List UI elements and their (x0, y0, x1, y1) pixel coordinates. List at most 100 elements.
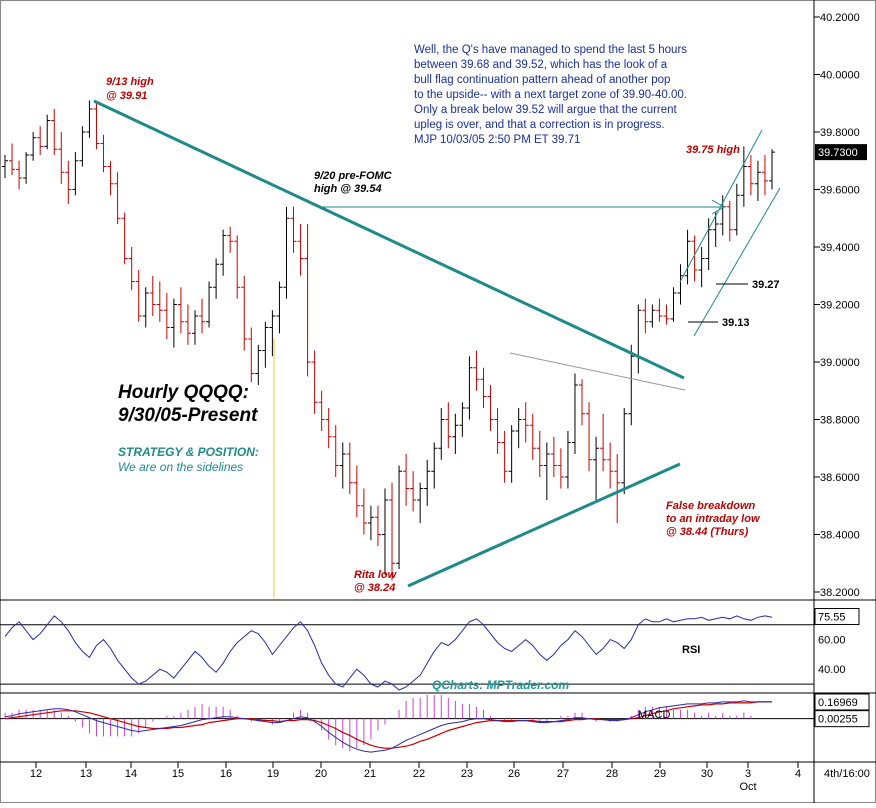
last-price-box (815, 144, 867, 161)
commentary-line: MJP 10/03/05 2:50 PM ET 39.71 (414, 134, 580, 146)
price-bar (459, 402, 466, 437)
price-tick-label: 39.4000 (820, 242, 860, 254)
price-bar (128, 247, 135, 291)
price-tick-label: 40.2000 (820, 12, 860, 24)
price-bar (550, 436, 557, 477)
price-bar (142, 287, 149, 328)
month-label: Oct (739, 781, 756, 793)
price-bar (480, 367, 487, 408)
macd-value-box (814, 693, 870, 711)
resistance-line (509, 352, 686, 391)
price-bar (367, 505, 374, 541)
price-bar (473, 350, 480, 391)
price-bar (381, 488, 388, 575)
price-bar (177, 287, 184, 334)
price-bar (466, 356, 473, 420)
time-tick-label: 13 (80, 768, 92, 780)
price-bar (726, 201, 733, 242)
price-bar (100, 134, 107, 173)
price-bar (135, 270, 142, 322)
price-bar (389, 482, 396, 581)
price-bar (58, 132, 65, 184)
price-bar (445, 402, 452, 449)
price-bar (23, 152, 30, 184)
price-tick-label: 38.8000 (820, 415, 860, 427)
high-3975-label: 39.75 high (686, 144, 740, 156)
price-bar (156, 281, 163, 322)
price-bar (304, 224, 311, 377)
false-breakdown-value: @ 38.44 (Thurs) (666, 526, 749, 538)
price-bars (2, 100, 775, 581)
price-tick-label: 39.6000 (820, 185, 860, 197)
false-breakdown-label: False breakdown (666, 500, 756, 512)
fomc-high-label: 9/20 pre-FOMC (314, 170, 393, 182)
high-913-value: @ 39.91 (106, 90, 147, 102)
strategy-title: STRATEGY & POSITION: (118, 445, 259, 459)
price-bar (438, 408, 445, 460)
time-tick-label: 14 (125, 768, 137, 780)
time-tick-label: 30 (701, 768, 713, 780)
price-bar (691, 235, 698, 282)
price-bar (536, 431, 543, 477)
price-bar (740, 146, 747, 207)
price-bar (339, 442, 346, 489)
price-bar (656, 298, 663, 322)
price-bar (410, 471, 417, 512)
price-bar (170, 298, 177, 348)
price-bar (712, 212, 719, 247)
time-axis: 12 13 14 15 16 19 20 21 22 23 26 27 28 29 30 3 4 4th/16:0… (30, 762, 870, 793)
price-bar (269, 310, 276, 357)
price-bar (754, 160, 761, 201)
price-bar (769, 149, 775, 190)
price-bar (311, 350, 318, 414)
level-3927-label: 39.27 (752, 279, 780, 291)
chart-title: Hourly QQQQ: (118, 382, 249, 403)
price-tick-label: 39.0000 (820, 357, 860, 369)
price-bar (424, 459, 431, 506)
price-bar (353, 465, 360, 518)
price-bar (360, 488, 367, 535)
price-bar (290, 206, 297, 253)
chart-subtitle: 9/30/05-Present (118, 405, 258, 426)
time-tick-label: 28 (606, 768, 618, 780)
price-bar (431, 442, 438, 489)
commentary-line: between 39.68 and 39.52, which has the l… (414, 59, 668, 71)
price-bar (2, 155, 8, 178)
price-bar (501, 431, 508, 483)
price-bar (571, 373, 578, 454)
rsi-tick-label: 40.00 (818, 664, 846, 676)
commentary-line: to the upside-- with a next target zone … (414, 89, 687, 101)
price-bar (508, 425, 515, 483)
price-bar (332, 425, 339, 477)
price-bar (649, 304, 656, 328)
price-tick-label: 38.2000 (820, 587, 860, 599)
rsi-label: RSI (682, 644, 700, 656)
time-tick-label: 29 (654, 768, 666, 780)
price-bar (557, 448, 564, 489)
price-bar (234, 235, 241, 299)
price-bar (241, 275, 248, 351)
price-bar (107, 160, 114, 196)
price-bar (614, 454, 621, 523)
price-bar (184, 304, 191, 345)
rita-low-label: Rita low (354, 569, 398, 581)
price-tick-label: 38.6000 (820, 472, 860, 484)
price-bar (346, 442, 353, 495)
price-bar (227, 226, 234, 253)
price-bar (733, 183, 740, 236)
channel-upper-line (679, 129, 763, 283)
macd-label: MACD (638, 709, 670, 721)
rsi-line (4, 615, 773, 691)
price-bar (220, 229, 227, 276)
price-bar (684, 229, 691, 285)
time-tick-label: 16 (220, 768, 232, 780)
macd-value-label: 0.16969 (818, 697, 858, 709)
brand-watermark: QCharts: MPTrader.com (432, 678, 569, 692)
price-bar (600, 413, 607, 472)
target-arrow-icon (711, 199, 725, 215)
price-bar (206, 281, 213, 328)
price-tick-label: 39.2000 (820, 300, 860, 312)
price-tick-label: 38.4000 (820, 530, 860, 542)
